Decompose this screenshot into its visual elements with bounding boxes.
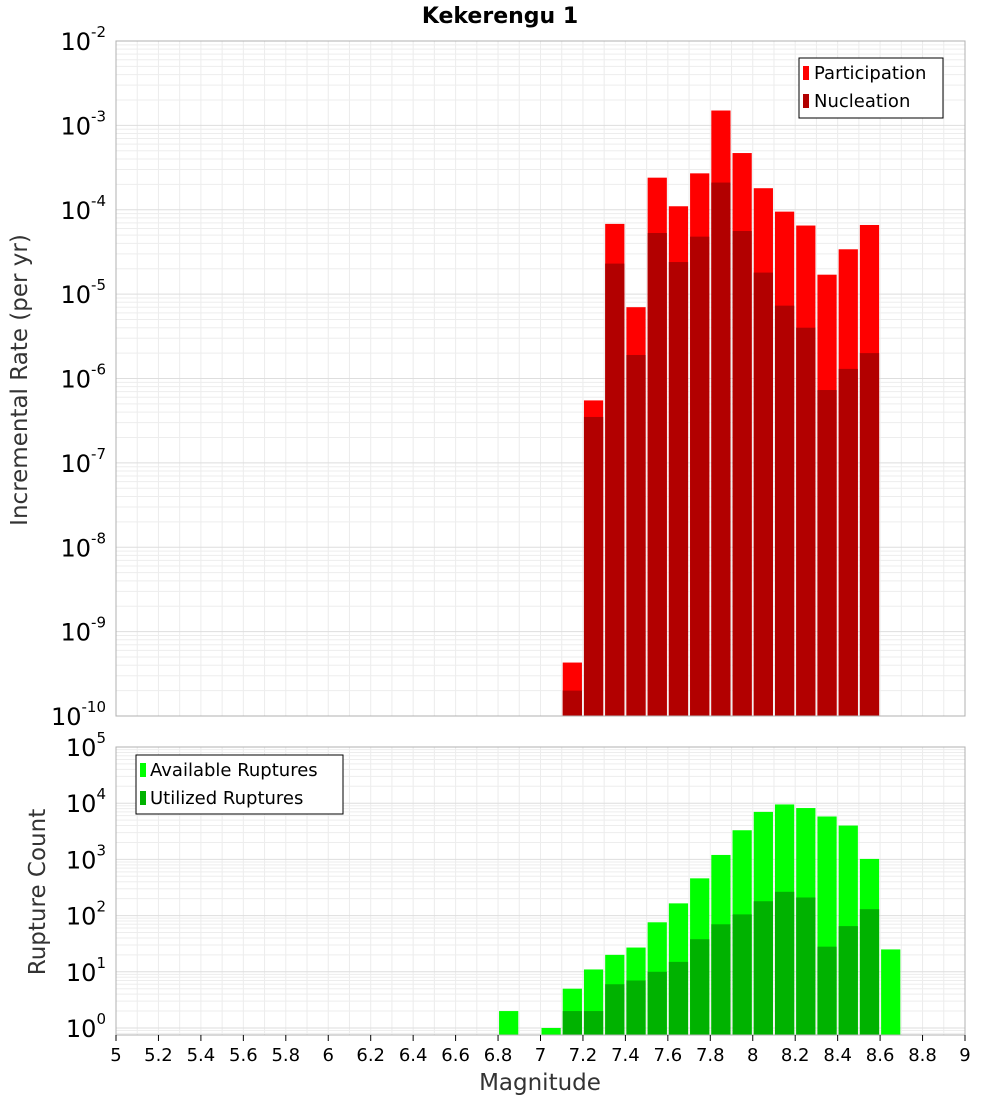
y-tick-label: 103 xyxy=(66,841,106,874)
bar-utilized-ruptures-8-05 xyxy=(753,901,773,1035)
bar-nucleation-8-55 xyxy=(859,353,880,716)
x-tick-label: 5 xyxy=(110,1045,121,1066)
bar-available-ruptures-8-65 xyxy=(881,949,901,1035)
bar-available-ruptures-7-05 xyxy=(541,1027,561,1035)
x-tick-label: 6.8 xyxy=(484,1045,513,1066)
bottom-plot-bars xyxy=(499,804,901,1035)
legend-label-participation: Participation xyxy=(814,63,926,84)
bar-nucleation-8-25 xyxy=(796,327,816,716)
x-axis-title: Magnitude xyxy=(479,1070,601,1096)
bottom-y-axis-title: Rupture Count xyxy=(25,809,51,975)
bar-utilized-ruptures-8-35 xyxy=(817,946,837,1035)
y-tick-label: 100 xyxy=(66,1010,106,1043)
bar-nucleation-7-25 xyxy=(583,416,604,716)
y-tick-label: 104 xyxy=(66,785,106,818)
y-tick-label: 102 xyxy=(66,898,106,931)
x-tick-label: 8.8 xyxy=(908,1045,937,1066)
bar-utilized-ruptures-7-95 xyxy=(732,914,752,1035)
y-tick-label: 10-6 xyxy=(60,361,106,394)
y-tick-label: 105 xyxy=(66,729,106,762)
bar-nucleation-7-65 xyxy=(668,262,689,716)
y-tick-label: 10-10 xyxy=(51,698,106,731)
legend-label-utilized-ruptures: Utilized Ruptures xyxy=(150,788,303,809)
bar-nucleation-8-05 xyxy=(753,272,773,716)
top-plot-bars xyxy=(562,110,880,717)
x-tick-label: 7.8 xyxy=(696,1045,725,1066)
bar-utilized-ruptures-8-55 xyxy=(859,909,880,1035)
bar-nucleation-8-15 xyxy=(774,305,795,716)
bar-utilized-ruptures-7-55 xyxy=(647,971,667,1035)
x-tick-label: 5.8 xyxy=(271,1045,300,1066)
legend-swatch-available-ruptures xyxy=(140,763,146,777)
bar-nucleation-7-95 xyxy=(732,230,752,716)
bar-nucleation-7-55 xyxy=(647,233,667,716)
bar-utilized-ruptures-8-45 xyxy=(838,926,858,1035)
bar-nucleation-8-45 xyxy=(838,368,858,716)
x-tick-label: 5.6 xyxy=(229,1045,258,1066)
x-tick-label: 6.4 xyxy=(399,1045,428,1066)
bar-utilized-ruptures-7-45 xyxy=(626,980,646,1035)
x-tick-label: 9 xyxy=(959,1045,970,1066)
legend-swatch-participation xyxy=(803,66,809,80)
x-tick-label: 8 xyxy=(747,1045,758,1066)
bar-utilized-ruptures-8-15 xyxy=(774,891,795,1035)
x-tick-label: 5.2 xyxy=(144,1045,173,1066)
top-plot-grid xyxy=(115,40,966,717)
bar-utilized-ruptures-7-35 xyxy=(605,984,625,1035)
top-y-axis-title: Incremental Rate (per yr) xyxy=(7,234,33,526)
x-tick-label: 6 xyxy=(323,1045,334,1066)
x-tick-label: 7.4 xyxy=(611,1045,640,1066)
bar-utilized-ruptures-7-25 xyxy=(583,1011,604,1035)
top-y-axis-ticks: 10-2 10-3 10-4 10-5 10-6 10-7 10-8 10-9 10-10 xyxy=(51,23,106,731)
bar-available-ruptures-6-85 xyxy=(499,1011,519,1035)
bar-nucleation-8-35 xyxy=(817,390,837,716)
y-tick-label: 101 xyxy=(66,954,106,987)
x-tick-label: 7.2 xyxy=(569,1045,598,1066)
bar-nucleation-7-35 xyxy=(605,263,625,716)
top-legend-box xyxy=(798,57,944,119)
legend-label-nucleation: Nucleation xyxy=(814,91,910,112)
chart-title: Kekerengu 1 xyxy=(422,4,578,29)
bar-utilized-ruptures-8-25 xyxy=(796,897,816,1035)
legend-label-available-ruptures: Available Ruptures xyxy=(150,760,318,781)
x-tick-label: 6.6 xyxy=(441,1045,470,1066)
y-tick-label: 10-9 xyxy=(60,614,106,647)
y-tick-label: 10-7 xyxy=(60,445,106,478)
x-tick-label: 8.2 xyxy=(781,1045,810,1066)
x-tick-label: 7 xyxy=(535,1045,546,1066)
bar-utilized-ruptures-7-15 xyxy=(562,1011,582,1035)
bar-utilized-ruptures-7-85 xyxy=(711,924,731,1035)
bottom-legend: Available Ruptures Utilized Ruptures xyxy=(135,754,344,815)
x-tick-label: 6.2 xyxy=(356,1045,385,1066)
bar-nucleation-7-15 xyxy=(562,690,582,716)
x-tick-label: 7.6 xyxy=(654,1045,683,1066)
top-plot-border xyxy=(115,40,966,717)
y-tick-label: 10-3 xyxy=(60,107,106,140)
x-axis-ticks: 5 5.2 5.4 5.6 5.8 6 6.2 6.4 6.6 6.8 7 7.2 7.4 7.6 7.8 8… xyxy=(110,1035,971,1066)
bar-nucleation-7-75 xyxy=(690,236,710,716)
bar-utilized-ruptures-7-65 xyxy=(668,961,689,1035)
bottom-legend-box xyxy=(135,754,344,815)
x-tick-label: 8.6 xyxy=(866,1045,895,1066)
bar-nucleation-7-85 xyxy=(711,182,731,716)
legend-swatch-nucleation xyxy=(803,94,809,108)
bar-utilized-ruptures-7-75 xyxy=(690,939,710,1035)
y-tick-label: 10-2 xyxy=(60,23,106,56)
legend-swatch-utilized-ruptures xyxy=(140,791,146,805)
y-tick-label: 10-4 xyxy=(60,192,106,225)
bottom-y-axis-ticks: 100 101 102 103 104 105 xyxy=(66,729,106,1043)
top-legend: Participation Nucleation xyxy=(798,57,944,119)
x-tick-label: 8.4 xyxy=(823,1045,852,1066)
bar-nucleation-7-45 xyxy=(626,354,646,716)
y-tick-label: 10-5 xyxy=(60,276,106,309)
x-tick-label: 5.4 xyxy=(187,1045,216,1066)
y-tick-label: 10-8 xyxy=(60,529,106,562)
